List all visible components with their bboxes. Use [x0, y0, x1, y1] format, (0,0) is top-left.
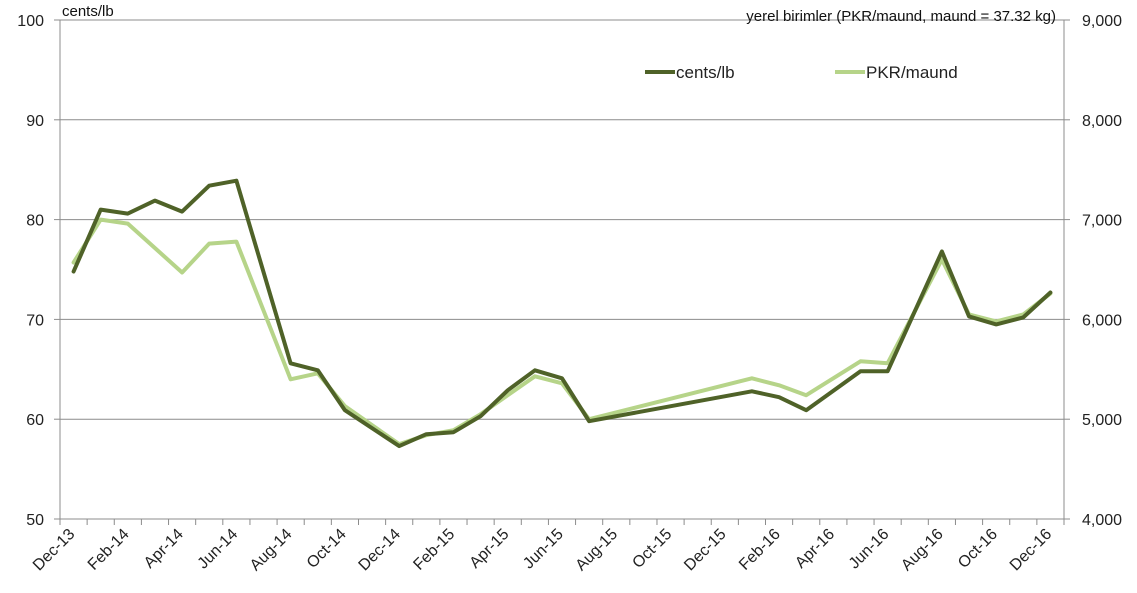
gridlines: [54, 19, 1070, 520]
y-left-tick-label: 70: [26, 312, 44, 329]
y-left-tick-label: 60: [26, 412, 44, 429]
x-tick-label: Oct-15: [629, 526, 675, 572]
y-left-tick-label: 80: [26, 213, 44, 230]
x-tick-label: Feb-16: [736, 526, 784, 574]
x-tick-label: Jun-15: [520, 526, 567, 573]
y-left-tick-label: 50: [26, 512, 44, 529]
legend: cents/lb PKR/maund: [645, 63, 958, 82]
x-tick-label: Dec-14: [356, 526, 405, 575]
y-right-tick-label: 9,000: [1082, 13, 1122, 30]
x-tick-label: Feb-15: [410, 526, 458, 574]
x-tick-label: Aug-14: [247, 526, 296, 575]
x-tick-label: Jun-14: [195, 526, 242, 573]
left-axis-unit-label: cents/lb: [62, 3, 114, 20]
y-right-tick-label: 5,000: [1082, 412, 1122, 429]
axes: [59, 20, 1065, 520]
y-left-tick-label: 90: [26, 113, 44, 130]
right-axis-unit-label: yerel birimler (PKR/maund, maund = 37.32…: [746, 8, 1056, 25]
series-lines: [71, 178, 1053, 449]
y-right-tick-label: 8,000: [1082, 113, 1122, 130]
y-axis-right-ticks: 4,000 5,000 6,000 7,000 8,000 9,000: [1082, 13, 1122, 529]
y-right-tick-label: 4,000: [1082, 512, 1122, 529]
x-tick-label: Oct-14: [304, 526, 350, 572]
y-axis-left-ticks: 50 60 70 80 90 100: [17, 13, 44, 529]
x-axis-ticks: Dec-13 Feb-14 Apr-14 Jun-14 Aug-14 Oct-14 Dec-…: [30, 519, 1065, 575]
legend-label-cents-lb: cents/lb: [676, 63, 735, 82]
x-tick-label: Dec-13: [30, 526, 79, 575]
y-right-tick-label: 6,000: [1082, 312, 1122, 329]
x-tick-label: Aug-16: [898, 526, 947, 575]
x-tick-label: Feb-14: [85, 526, 133, 574]
x-tick-label: Aug-15: [573, 526, 622, 575]
x-tick-label: Dec-15: [681, 526, 730, 575]
legend-label-pkr-maund: PKR/maund: [866, 63, 958, 82]
x-tick-label: Jun-16: [846, 526, 893, 573]
x-tick-label: Oct-16: [955, 526, 1001, 572]
x-tick-label: Apr-16: [792, 526, 838, 572]
x-tick-label: Dec-16: [1007, 526, 1056, 575]
series-line-cents-lb: [71, 178, 1053, 449]
x-tick-label: Apr-15: [467, 526, 513, 572]
x-tick-label: Apr-14: [141, 526, 187, 572]
y-right-tick-label: 7,000: [1082, 213, 1122, 230]
y-left-tick-label: 100: [17, 13, 44, 30]
